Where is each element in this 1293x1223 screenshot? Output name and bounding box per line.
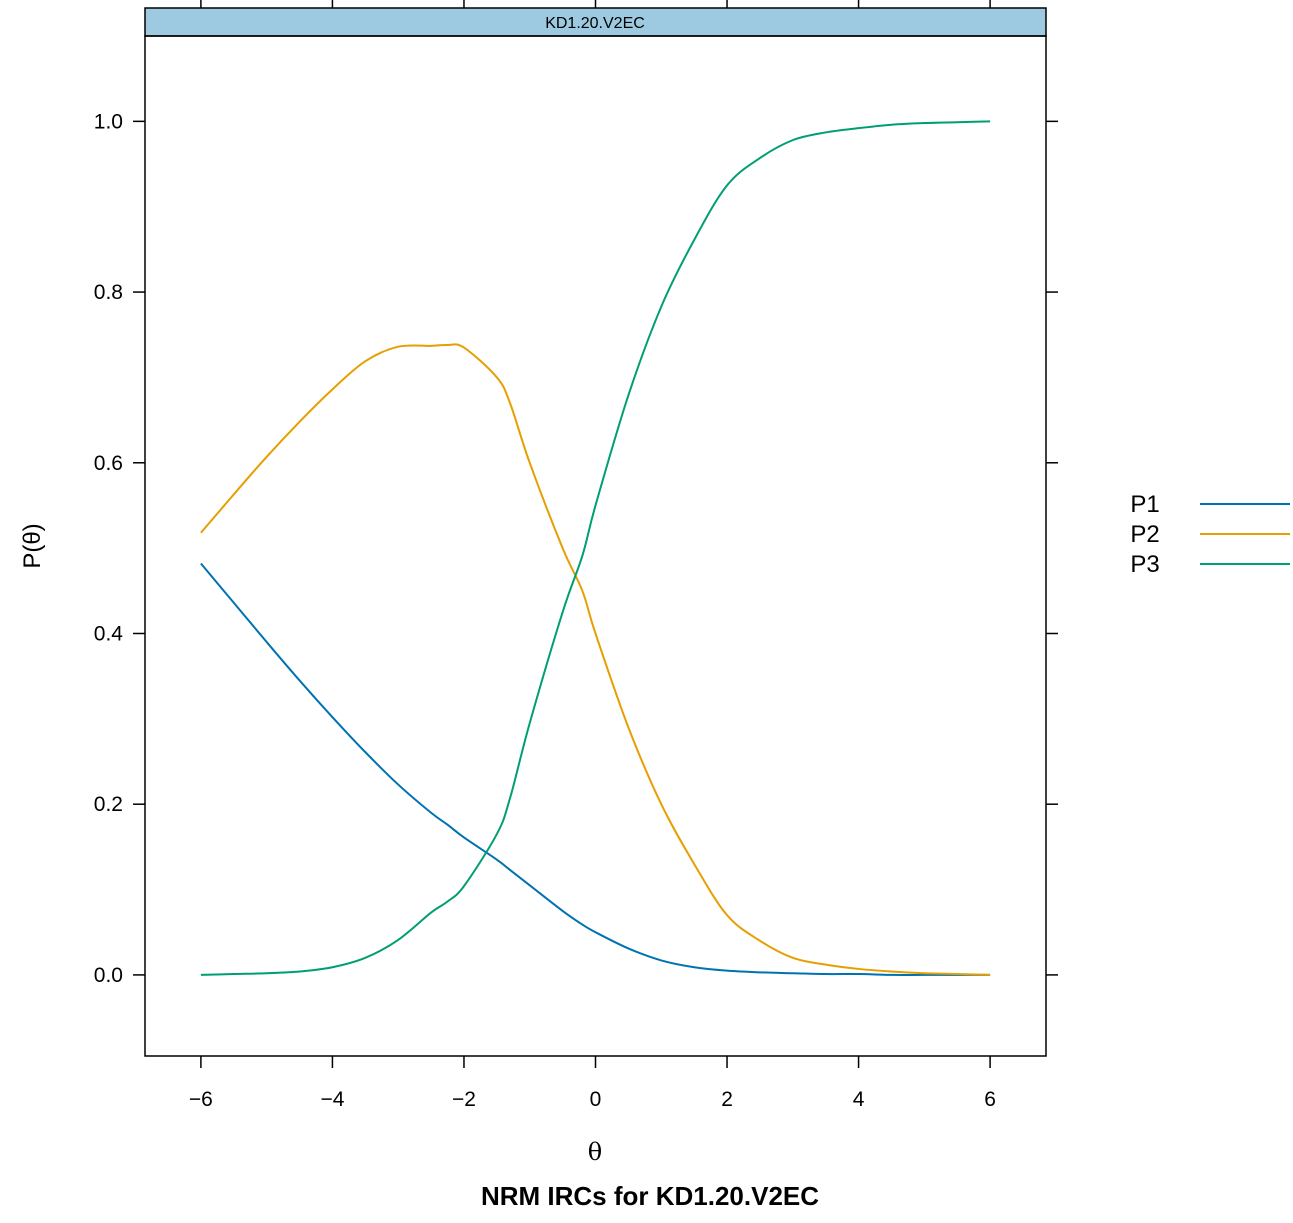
x-tick-label: −2 bbox=[452, 1088, 476, 1111]
x-tick-label: −6 bbox=[189, 1088, 213, 1111]
x-tick-label: 6 bbox=[984, 1088, 996, 1111]
legend-label-p3: P3 bbox=[1130, 551, 1159, 578]
y-tick-label: 0.6 bbox=[94, 452, 123, 475]
legend-label-p2: P2 bbox=[1130, 521, 1159, 548]
x-tick-label: 0 bbox=[590, 1088, 602, 1111]
x-axis-label: θ bbox=[588, 1138, 602, 1166]
y-tick-label: 0.0 bbox=[94, 964, 123, 987]
panel-strip-label: KD1.20.V2EC bbox=[545, 15, 645, 32]
y-tick-label: 0.8 bbox=[94, 281, 123, 304]
legend: P1 P2 P3 bbox=[1130, 491, 1290, 578]
right-axis-ticks bbox=[1046, 120, 1058, 976]
y-tick-label: 1.0 bbox=[94, 110, 123, 133]
y-axis-label: P(θ) bbox=[19, 523, 46, 568]
series-line-p2 bbox=[200, 343, 991, 976]
y-axis: 0.0 0.2 0.4 0.6 0.8 1.0 bbox=[94, 110, 145, 987]
y-tick-label: 0.2 bbox=[94, 793, 123, 816]
x-tick-label: −4 bbox=[320, 1088, 344, 1111]
top-axis-ticks bbox=[200, 0, 991, 8]
x-axis: −6 −4 −2 0 2 4 6 bbox=[189, 1056, 996, 1111]
series-lines bbox=[200, 120, 991, 976]
chart-title: NRM IRCs for KD1.20.V2EC bbox=[481, 1181, 819, 1211]
x-tick-label: 2 bbox=[721, 1088, 733, 1111]
plot-panel bbox=[144, 35, 1047, 1057]
x-tick-label: 4 bbox=[853, 1088, 865, 1111]
series-line-p3 bbox=[200, 120, 991, 976]
y-tick-label: 0.4 bbox=[94, 622, 124, 645]
legend-label-p1: P1 bbox=[1130, 491, 1159, 518]
series-line-p1 bbox=[200, 562, 991, 976]
